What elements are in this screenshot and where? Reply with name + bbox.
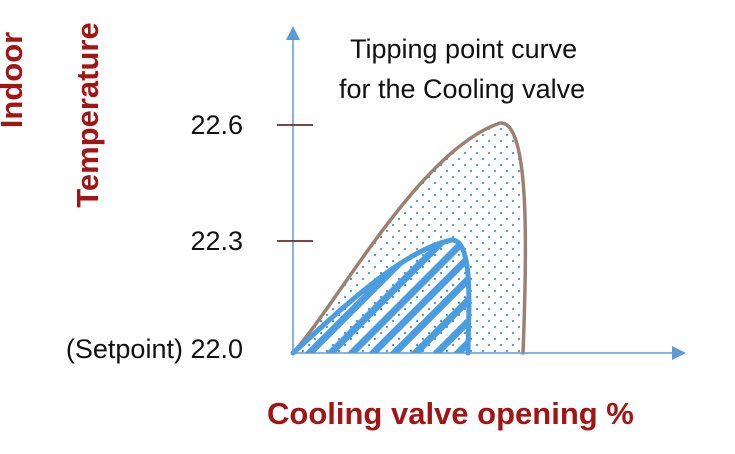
y-tick-label: 22.6	[190, 110, 243, 140]
inner-tipping-curve	[290, 237, 472, 356]
y-tick-label: 22.3	[190, 226, 243, 256]
x-axis-arrowhead	[672, 346, 686, 360]
y-axis-title-line-1: Indoor	[0, 32, 29, 128]
y-axis-title-line-2: Temperature	[70, 22, 105, 208]
x-axis-title: Cooling valve opening %	[267, 396, 634, 431]
y-axis-arrowhead	[286, 26, 300, 40]
inner-region-hatched-fill	[293, 240, 470, 353]
outer-tipping-curve	[291, 121, 528, 355]
chart-title-line-1: Tipping point curve	[350, 34, 577, 64]
chart-title-line-2: for the Cooling valve	[339, 74, 585, 104]
y-tick-label: (Setpoint) 22.0	[66, 334, 243, 364]
